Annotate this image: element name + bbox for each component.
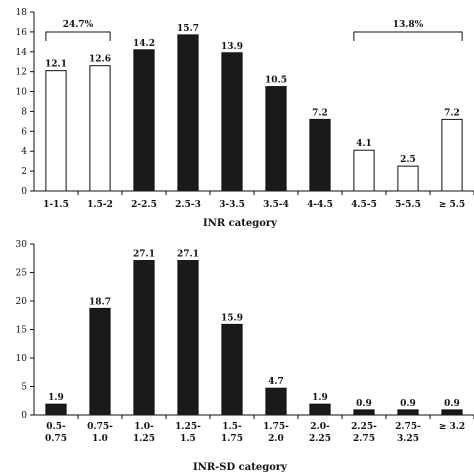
bar-value-label: 7.2 bbox=[444, 108, 460, 118]
bar-value-label: 0.9 bbox=[356, 399, 372, 409]
bar bbox=[177, 34, 199, 192]
bar-value-label: 2.5 bbox=[400, 155, 416, 165]
bar-value-label: 27.1 bbox=[177, 250, 199, 260]
bar bbox=[353, 409, 375, 416]
y-tick-label: 12 bbox=[16, 68, 27, 78]
category-label: 3.5-4 bbox=[263, 200, 289, 210]
bar bbox=[177, 260, 199, 416]
bar bbox=[221, 323, 243, 416]
bar bbox=[133, 260, 155, 416]
category-label: 1.5- bbox=[222, 422, 242, 432]
category-label: 1-1.5 bbox=[43, 200, 69, 210]
y-tick-label: 30 bbox=[16, 240, 28, 250]
bar-value-label: 13.9 bbox=[221, 42, 243, 52]
category-label: 2.5-3 bbox=[175, 200, 201, 210]
bar bbox=[397, 165, 419, 192]
bar-value-label: 4.7 bbox=[268, 377, 284, 387]
bar-value-label: 10.5 bbox=[265, 76, 287, 86]
y-tick-label: 6 bbox=[21, 127, 27, 137]
category-label: 2.0 bbox=[268, 434, 284, 444]
bar bbox=[353, 149, 375, 192]
bracket bbox=[353, 31, 463, 41]
category-label: 1.25- bbox=[175, 422, 201, 432]
y-tick-label: 15 bbox=[16, 326, 28, 336]
category-label: 1.0- bbox=[134, 422, 154, 432]
y-tick-label: 14 bbox=[16, 48, 28, 58]
bar-value-label: 15.9 bbox=[221, 313, 243, 323]
category-label: 1.5-2 bbox=[87, 200, 113, 210]
y-tick-label: 2 bbox=[21, 167, 27, 177]
bar bbox=[221, 52, 243, 192]
bar-value-label: 7.2 bbox=[312, 108, 328, 118]
bracket-label: 24.7% bbox=[63, 20, 94, 30]
y-tick-label: 20 bbox=[16, 297, 28, 307]
bar-value-label: 12.1 bbox=[45, 60, 67, 70]
bar bbox=[397, 409, 419, 416]
y-tick-label: 25 bbox=[16, 269, 28, 279]
category-label: ≥ 5.5 bbox=[439, 200, 465, 210]
category-label: 4.5-5 bbox=[351, 200, 377, 210]
y-tick-label: 16 bbox=[16, 28, 28, 38]
category-label: ≥ 3.2 bbox=[439, 422, 465, 432]
category-label: 0.75- bbox=[87, 422, 113, 432]
y-tick-label: 5 bbox=[21, 383, 27, 393]
category-label: 5-5.5 bbox=[395, 200, 421, 210]
inr-category-chart: 0 2 4 6 8 10 12 14 16 18 12.1 1-1.5 12.6 1.5-2 14.2 2-2… bbox=[16, 8, 474, 210]
y-tick-label: 8 bbox=[21, 107, 27, 117]
category-label: 2.25 bbox=[309, 434, 331, 444]
category-label: 0.5- bbox=[46, 422, 66, 432]
bar-value-label: 0.9 bbox=[444, 399, 460, 409]
bar-value-label: 27.1 bbox=[133, 250, 155, 260]
category-label: 3-3.5 bbox=[219, 200, 245, 210]
category-label: 2.75 bbox=[353, 434, 375, 444]
bracket bbox=[45, 31, 111, 41]
y-tick-label: 0 bbox=[21, 411, 27, 421]
bar-value-label: 12.6 bbox=[89, 55, 111, 65]
inr-sd-category-chart: 0 5 10 15 20 25 30 1.9 0.5- 0.75 18.7 0.75- 1.0 27.1 1… bbox=[16, 240, 474, 444]
bar bbox=[309, 403, 331, 416]
bar bbox=[133, 49, 155, 192]
x-axis-title-inr-sd-category: INR-SD category bbox=[193, 462, 288, 473]
category-label: 1.75- bbox=[263, 422, 289, 432]
y-tick-label: 4 bbox=[21, 147, 27, 157]
bar bbox=[89, 307, 111, 416]
category-label: 2.25- bbox=[351, 422, 377, 432]
bar-value-label: 18.7 bbox=[89, 297, 111, 307]
y-tick-label: 0 bbox=[21, 187, 27, 197]
bar-value-label: 4.1 bbox=[356, 139, 372, 149]
category-label: 1.75 bbox=[221, 434, 243, 444]
bar-value-label: 1.9 bbox=[312, 393, 328, 403]
bar bbox=[265, 86, 287, 192]
category-label: 2.75- bbox=[395, 422, 421, 432]
bar-value-label: 14.2 bbox=[133, 39, 155, 49]
bracket-label: 13.8% bbox=[393, 20, 424, 30]
y-tick-label: 18 bbox=[16, 8, 28, 18]
category-label: 4-4.5 bbox=[307, 200, 333, 210]
category-label: 0.75 bbox=[45, 434, 67, 444]
y-tick-label: 10 bbox=[16, 354, 28, 364]
category-label: 2.0- bbox=[310, 422, 330, 432]
category-label: 1.25 bbox=[133, 434, 155, 444]
y-tick-label: 10 bbox=[16, 88, 28, 98]
bar bbox=[441, 409, 463, 416]
bar bbox=[45, 70, 67, 192]
bar bbox=[45, 403, 67, 416]
x-axis-title-inr-category: INR category bbox=[203, 218, 278, 229]
category-label: 3.25 bbox=[397, 434, 419, 444]
category-label: 2-2.5 bbox=[131, 200, 157, 210]
category-label: 1.5 bbox=[180, 434, 196, 444]
bar bbox=[441, 118, 463, 192]
bar bbox=[265, 387, 287, 416]
bar-value-label: 15.7 bbox=[177, 24, 199, 34]
bar-value-label: 1.9 bbox=[48, 393, 64, 403]
bar bbox=[89, 65, 111, 192]
bar-value-label: 0.9 bbox=[400, 399, 416, 409]
bar bbox=[309, 118, 331, 192]
category-label: 1.0 bbox=[92, 434, 108, 444]
